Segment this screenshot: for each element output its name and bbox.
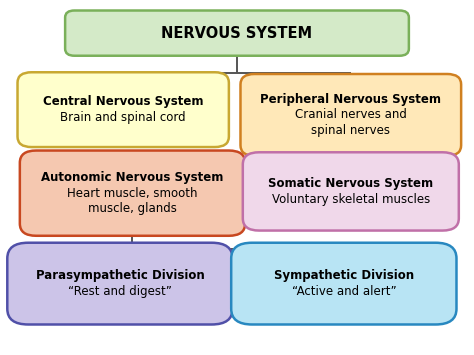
Text: Somatic Nervous System: Somatic Nervous System xyxy=(268,177,433,190)
Text: Peripheral Nervous System: Peripheral Nervous System xyxy=(260,93,441,106)
Text: Parasympathetic Division: Parasympathetic Division xyxy=(36,269,204,282)
FancyBboxPatch shape xyxy=(65,11,409,56)
Text: Sympathetic Division: Sympathetic Division xyxy=(274,269,414,282)
Text: NERVOUS SYSTEM: NERVOUS SYSTEM xyxy=(162,26,312,40)
Text: Brain and spinal cord: Brain and spinal cord xyxy=(60,111,186,124)
Text: Heart muscle, smooth: Heart muscle, smooth xyxy=(67,187,198,200)
FancyBboxPatch shape xyxy=(20,151,245,236)
Text: Cranial nerves and: Cranial nerves and xyxy=(295,108,407,121)
Text: “Active and alert”: “Active and alert” xyxy=(292,285,396,298)
Text: spinal nerves: spinal nerves xyxy=(311,124,390,137)
Text: Central Nervous System: Central Nervous System xyxy=(43,95,203,108)
FancyBboxPatch shape xyxy=(240,74,461,156)
FancyBboxPatch shape xyxy=(18,72,229,147)
Text: Voluntary skeletal muscles: Voluntary skeletal muscles xyxy=(272,193,430,206)
Text: Autonomic Nervous System: Autonomic Nervous System xyxy=(41,171,224,184)
FancyBboxPatch shape xyxy=(243,152,459,230)
Text: “Rest and digest”: “Rest and digest” xyxy=(68,285,172,298)
Text: muscle, glands: muscle, glands xyxy=(88,202,177,215)
FancyBboxPatch shape xyxy=(231,243,456,324)
FancyBboxPatch shape xyxy=(7,243,233,324)
